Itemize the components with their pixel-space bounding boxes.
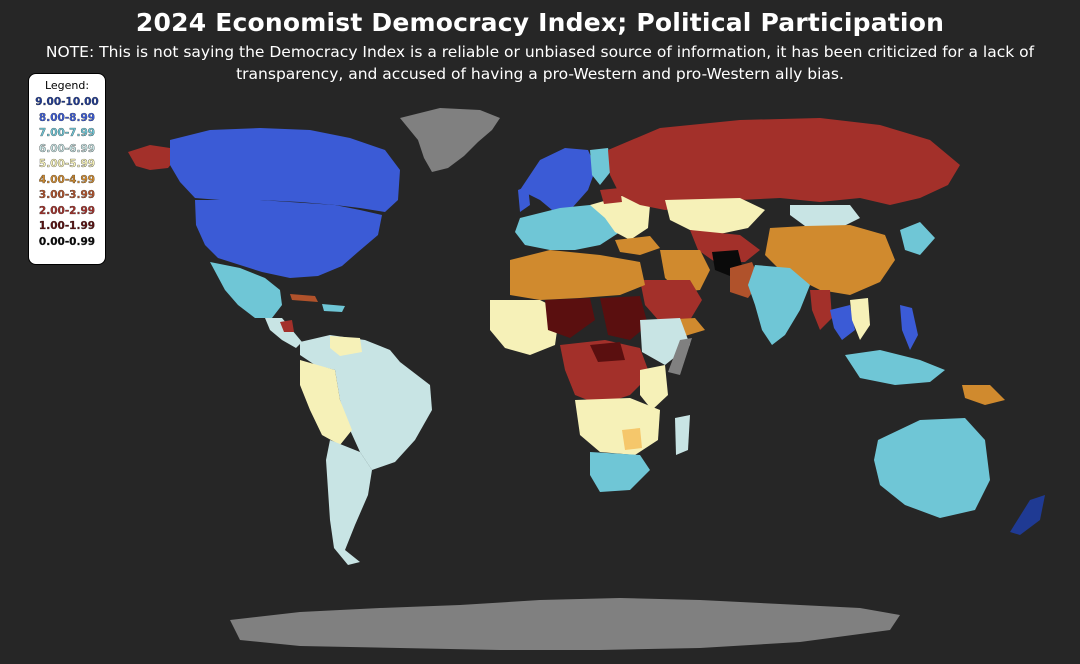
legend: Legend: 9.00-10.00 8.00-8.99 7.00-7.99 6…: [28, 73, 106, 265]
legend-item-3-4: 3.00-3.99: [38, 189, 96, 201]
region-uk: [518, 186, 530, 212]
region-caribbean: [322, 304, 345, 312]
region-indonesia: [845, 350, 945, 385]
region-east-africa: [640, 365, 668, 410]
region-car: [590, 342, 625, 362]
region-brazil: [335, 362, 432, 470]
legend-item-1-2: 1.00-1.99: [38, 220, 96, 232]
region-japan-korea: [900, 222, 935, 255]
region-central-america: [265, 318, 302, 348]
region-peru-bolivia: [300, 360, 352, 445]
region-southern-africa-mid: [575, 398, 660, 455]
region-east-europe: [590, 195, 650, 240]
region-cuba: [290, 294, 318, 302]
region-finland: [590, 148, 612, 185]
region-scandinavia: [520, 148, 596, 210]
region-south-africa: [590, 452, 650, 492]
region-central-asia: [690, 230, 760, 262]
legend-item-0-1: 0.00-0.99: [38, 235, 96, 248]
region-sudan: [600, 296, 648, 340]
legend-item-4-5: 4.00-4.99: [38, 173, 96, 186]
region-canada: [170, 128, 400, 212]
region-png: [962, 385, 1005, 405]
region-thailand: [830, 305, 855, 340]
region-antarctica: [230, 598, 900, 650]
region-north-africa: [510, 250, 645, 300]
region-mali-niger: [545, 298, 595, 338]
region-new-zealand: [1010, 495, 1045, 535]
region-central-africa: [560, 340, 650, 405]
region-vietnam: [850, 298, 870, 340]
region-west-europe: [515, 205, 620, 250]
region-india: [748, 265, 810, 345]
region-saudi: [640, 280, 702, 322]
legend-item-2-3: 2.00-2.99: [38, 204, 96, 217]
region-west-africa: [490, 300, 560, 355]
map-note: NOTE: This is not saying the Democracy I…: [45, 43, 1035, 83]
legend-item-8-9: 8.00-8.99: [38, 111, 96, 124]
map-title: 2024 Economist Democracy Index; Politica…: [135, 8, 945, 37]
legend-item-7-8: 7.00-7.99: [38, 127, 96, 139]
region-russia: [608, 118, 960, 210]
legend-title: Legend:: [44, 79, 90, 92]
region-turkey: [615, 236, 660, 255]
region-venezuela: [330, 336, 362, 356]
region-mongolia: [790, 205, 860, 228]
region-myanmar: [810, 290, 832, 330]
region-southern-cone: [326, 440, 372, 565]
region-mozambique: [622, 428, 642, 450]
region-kazakhstan: [665, 198, 765, 235]
region-usa: [195, 200, 382, 278]
region-australia: [874, 418, 990, 518]
region-belarus: [600, 188, 622, 204]
region-mexico: [210, 262, 282, 318]
region-greenland: [400, 108, 500, 172]
region-somalia: [668, 338, 692, 375]
region-nicaragua: [280, 320, 294, 332]
legend-item-6-7: 6.00-6.99: [38, 142, 96, 155]
legend-item-9-10: 9.00-10.00: [35, 96, 99, 108]
region-philippines: [900, 305, 918, 350]
legend-item-5-6: 5.00-5.99: [38, 158, 96, 170]
region-madagascar: [675, 415, 690, 455]
region-alaska: [128, 145, 176, 170]
